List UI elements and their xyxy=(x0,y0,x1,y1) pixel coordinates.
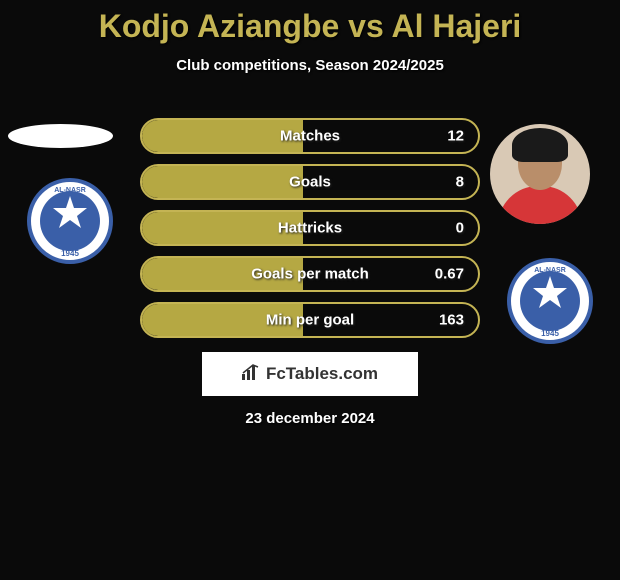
page-title: Kodjo Aziangbe vs Al Hajeri xyxy=(0,0,620,45)
club-year-right: 1945 xyxy=(541,329,559,338)
logo-text: FcTables.com xyxy=(266,364,378,384)
club-year-left: 1945 xyxy=(61,249,79,258)
club-badge-left: AL-NASR 1945 xyxy=(20,178,120,264)
chart-icon xyxy=(242,364,262,385)
club-badge-right: AL-NASR 1945 xyxy=(500,258,600,344)
stats-container: Matches 12 Goals 8 Hattricks 0 Goals per… xyxy=(140,118,480,348)
stat-label: Matches xyxy=(280,128,340,145)
subtitle: Club competitions, Season 2024/2025 xyxy=(0,57,620,74)
stat-label: Hattricks xyxy=(278,220,342,237)
date: 23 december 2024 xyxy=(0,410,620,427)
avatar-shirt xyxy=(498,186,582,224)
stat-value: 12 xyxy=(447,128,464,145)
avatar-hair xyxy=(512,128,568,162)
stat-label: Goals per match xyxy=(251,266,369,283)
stat-label: Min per goal xyxy=(266,312,354,329)
club-name-right: AL-NASR xyxy=(534,267,566,274)
stat-value: 8 xyxy=(456,174,464,191)
stat-row-goals: Goals 8 xyxy=(140,164,480,200)
stat-row-hattricks: Hattricks 0 xyxy=(140,210,480,246)
logo-box: FcTables.com xyxy=(202,352,418,396)
stat-row-goals-per-match: Goals per match 0.67 xyxy=(140,256,480,292)
stat-value: 163 xyxy=(439,312,464,329)
club-name-left: AL-NASR xyxy=(54,187,86,194)
stat-value: 0 xyxy=(456,220,464,237)
avatar-player-right xyxy=(490,124,590,224)
stat-value: 0.67 xyxy=(435,266,464,283)
stat-fill xyxy=(142,166,303,198)
stat-label: Goals xyxy=(289,174,331,191)
stat-row-min-per-goal: Min per goal 163 xyxy=(140,302,480,338)
stat-row-matches: Matches 12 xyxy=(140,118,480,154)
avatar-player-left xyxy=(8,124,113,148)
